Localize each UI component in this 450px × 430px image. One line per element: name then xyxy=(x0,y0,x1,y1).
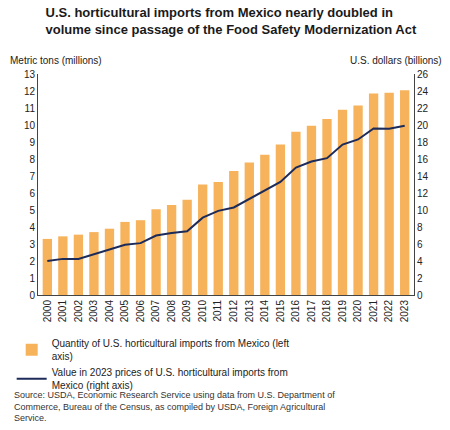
svg-text:8: 8 xyxy=(29,154,35,165)
svg-text:14: 14 xyxy=(417,171,429,182)
svg-text:2001: 2001 xyxy=(57,300,68,323)
svg-text:8: 8 xyxy=(417,222,423,233)
svg-text:2011: 2011 xyxy=(212,300,223,322)
svg-text:2003: 2003 xyxy=(88,300,99,323)
svg-text:0: 0 xyxy=(29,290,35,301)
svg-text:2009: 2009 xyxy=(181,300,192,323)
svg-text:2012: 2012 xyxy=(228,300,239,323)
svg-text:11: 11 xyxy=(25,103,36,114)
svg-text:Quantity of U.S. horticultural: Quantity of U.S. horticultural imports f… xyxy=(52,338,290,362)
svg-text:Value in 2023 prices of U.S. h: Value in 2023 prices of U.S. horticultur… xyxy=(52,367,288,391)
svg-text:16: 16 xyxy=(417,154,429,165)
svg-text:3: 3 xyxy=(29,239,35,250)
svg-text:2005: 2005 xyxy=(119,300,130,323)
svg-text:20: 20 xyxy=(417,120,429,131)
svg-text:12: 12 xyxy=(417,188,429,199)
svg-text:2002: 2002 xyxy=(73,300,84,323)
svg-text:2004: 2004 xyxy=(104,300,115,323)
svg-text:2007: 2007 xyxy=(150,300,161,323)
svg-text:2010: 2010 xyxy=(197,300,208,323)
svg-text:4: 4 xyxy=(29,222,35,233)
svg-text:7: 7 xyxy=(29,171,35,182)
svg-text:10: 10 xyxy=(417,205,429,216)
svg-text:2006: 2006 xyxy=(135,300,146,323)
svg-text:Metric tons (millions): Metric tons (millions) xyxy=(10,55,102,66)
svg-text:2023: 2023 xyxy=(399,300,410,323)
svg-text:18: 18 xyxy=(417,137,429,148)
svg-text:2: 2 xyxy=(29,256,35,267)
svg-text:2000: 2000 xyxy=(42,300,53,323)
svg-text:U.S. horticultural imports fro: U.S. horticultural imports from Mexico n… xyxy=(46,5,417,37)
svg-text:10: 10 xyxy=(24,120,36,131)
svg-text:2017: 2017 xyxy=(306,300,317,323)
svg-text:U.S. dollars (billions): U.S. dollars (billions) xyxy=(350,55,442,66)
svg-text:2018: 2018 xyxy=(321,300,332,323)
svg-text:2: 2 xyxy=(417,273,423,284)
svg-text:2019: 2019 xyxy=(337,300,348,323)
svg-text:1: 1 xyxy=(29,273,35,284)
svg-text:2016: 2016 xyxy=(290,300,301,323)
svg-text:2013: 2013 xyxy=(244,300,255,323)
svg-text:2021: 2021 xyxy=(368,300,379,323)
svg-text:6: 6 xyxy=(29,188,35,199)
svg-text:6: 6 xyxy=(417,239,423,250)
svg-text:2015: 2015 xyxy=(275,300,286,323)
svg-text:2020: 2020 xyxy=(352,300,363,323)
svg-text:5: 5 xyxy=(29,205,35,216)
svg-text:24: 24 xyxy=(417,86,429,97)
svg-text:2008: 2008 xyxy=(166,300,177,323)
svg-text:26: 26 xyxy=(417,69,429,80)
svg-text:0: 0 xyxy=(417,290,423,301)
svg-text:13: 13 xyxy=(24,69,36,80)
svg-text:4: 4 xyxy=(417,256,423,267)
svg-text:22: 22 xyxy=(417,103,429,114)
svg-text:2014: 2014 xyxy=(259,300,270,323)
svg-text:2022: 2022 xyxy=(383,300,394,323)
svg-text:9: 9 xyxy=(29,137,35,148)
svg-text:12: 12 xyxy=(24,86,36,97)
svg-text:Source: USDA, Economic Researc: Source: USDA, Economic Research Service … xyxy=(14,390,335,423)
